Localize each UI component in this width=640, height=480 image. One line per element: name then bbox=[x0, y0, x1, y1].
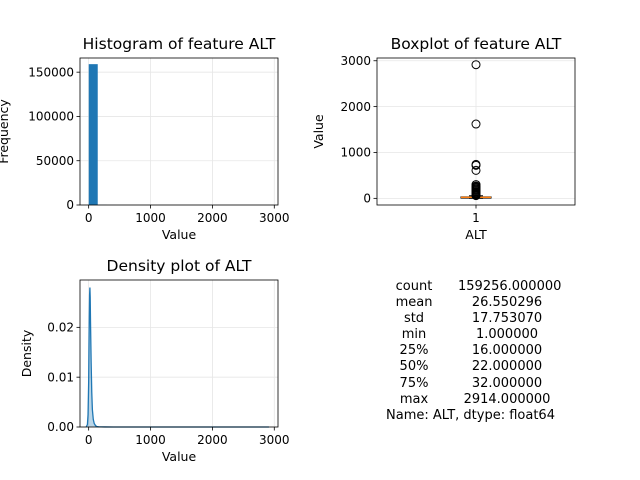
stat-key: min bbox=[401, 327, 427, 343]
stat-value: 16.000000 bbox=[471, 343, 543, 359]
x-tick-label: 1 bbox=[472, 211, 480, 225]
density-area bbox=[86, 287, 269, 427]
x-tick-label: 3000 bbox=[259, 211, 290, 225]
y-tick-label: 0.01 bbox=[47, 370, 74, 384]
stat-value: 32.000000 bbox=[471, 375, 543, 391]
x-tick-label: 1000 bbox=[135, 433, 166, 447]
x-tick-label: 2000 bbox=[197, 211, 228, 225]
density-chart: 0 1000 2000 3000 0.00 0.01 0.02 Density plot of… bbox=[19, 257, 290, 464]
histogram-bar bbox=[88, 64, 98, 206]
x-tick-label: 0 bbox=[85, 433, 93, 447]
y-tick-label: 150000 bbox=[28, 65, 74, 79]
stat-value: 22.000000 bbox=[471, 359, 543, 375]
stat-value: 17.753070 bbox=[471, 311, 543, 327]
x-axis-label: Value bbox=[162, 449, 197, 464]
outlier-point bbox=[471, 191, 481, 201]
stat-key: count bbox=[395, 279, 433, 294]
stat-key: 75% bbox=[399, 375, 429, 391]
stat-row-mean: mean 26.550296 bbox=[370, 295, 580, 311]
stat-key: mean bbox=[395, 295, 433, 311]
stat-key: 50% bbox=[399, 359, 429, 375]
boxplot-chart: 1 0 1000 2000 3000 Boxplot of feature ALT ALT V… bbox=[311, 35, 576, 242]
outlier-point bbox=[471, 119, 481, 129]
stat-key: 25% bbox=[399, 343, 429, 359]
chart-title: Histogram of feature ALT bbox=[83, 35, 276, 53]
y-tick-label: 2000 bbox=[340, 100, 371, 114]
outlier-point bbox=[471, 60, 481, 70]
x-axis-label: Value bbox=[162, 227, 197, 242]
stat-row-std: std 17.753070 bbox=[370, 311, 580, 327]
stat-value: 26.550296 bbox=[471, 295, 543, 311]
y-tick-label: 3000 bbox=[340, 54, 371, 68]
stat-row-25: 25% 16.000000 bbox=[370, 343, 580, 359]
y-tick-label: 0 bbox=[363, 192, 371, 206]
stat-key: std bbox=[403, 311, 425, 327]
chart-title: Density plot of ALT bbox=[107, 257, 252, 275]
x-tick-label: 1000 bbox=[135, 211, 166, 225]
y-tick-label: 100000 bbox=[28, 110, 74, 124]
axes-frame bbox=[79, 57, 279, 206]
outlier-point bbox=[471, 160, 481, 170]
density-line bbox=[85, 287, 269, 428]
y-axis-label: Value bbox=[311, 114, 326, 149]
y-tick-label: 0 bbox=[66, 198, 74, 212]
x-axis-label: ALT bbox=[465, 227, 487, 242]
y-tick-label: 0.02 bbox=[47, 321, 74, 335]
stat-row-75: 75% 32.000000 bbox=[370, 376, 580, 392]
stat-key: max bbox=[399, 391, 429, 407]
stat-value: 1.000000 bbox=[475, 327, 539, 343]
x-tick-label: 2000 bbox=[197, 433, 228, 447]
stat-row-min: min 1.000000 bbox=[370, 327, 580, 343]
stat-value: 159256.000000 bbox=[458, 279, 562, 294]
y-tick-label: 1000 bbox=[340, 146, 371, 160]
summary-statistics: count 159256.000000 mean 26.550296 std 1… bbox=[370, 279, 580, 424]
chart-title: Boxplot of feature ALT bbox=[391, 35, 562, 53]
stat-row-max: max 2914.000000 bbox=[370, 392, 580, 408]
x-tick-label: 3000 bbox=[259, 433, 290, 447]
y-tick-label: 50000 bbox=[36, 154, 74, 168]
y-axis-label: Frequency bbox=[0, 99, 11, 164]
y-axis-label: Density bbox=[19, 329, 34, 377]
histogram-chart: 0 1000 2000 3000 0 50000 100000 150000 Histogram… bbox=[0, 35, 290, 242]
x-tick-label: 0 bbox=[85, 211, 93, 225]
stat-row-50: 50% 22.000000 bbox=[370, 359, 580, 375]
axes-frame bbox=[79, 279, 279, 428]
stat-row-count: count 159256.000000 bbox=[370, 279, 580, 295]
stat-footer: Name: ALT, dtype: float64 bbox=[386, 407, 555, 423]
y-tick-label: 0.00 bbox=[47, 420, 74, 434]
outlier-point bbox=[471, 165, 481, 175]
stat-value: 2914.000000 bbox=[463, 391, 551, 407]
